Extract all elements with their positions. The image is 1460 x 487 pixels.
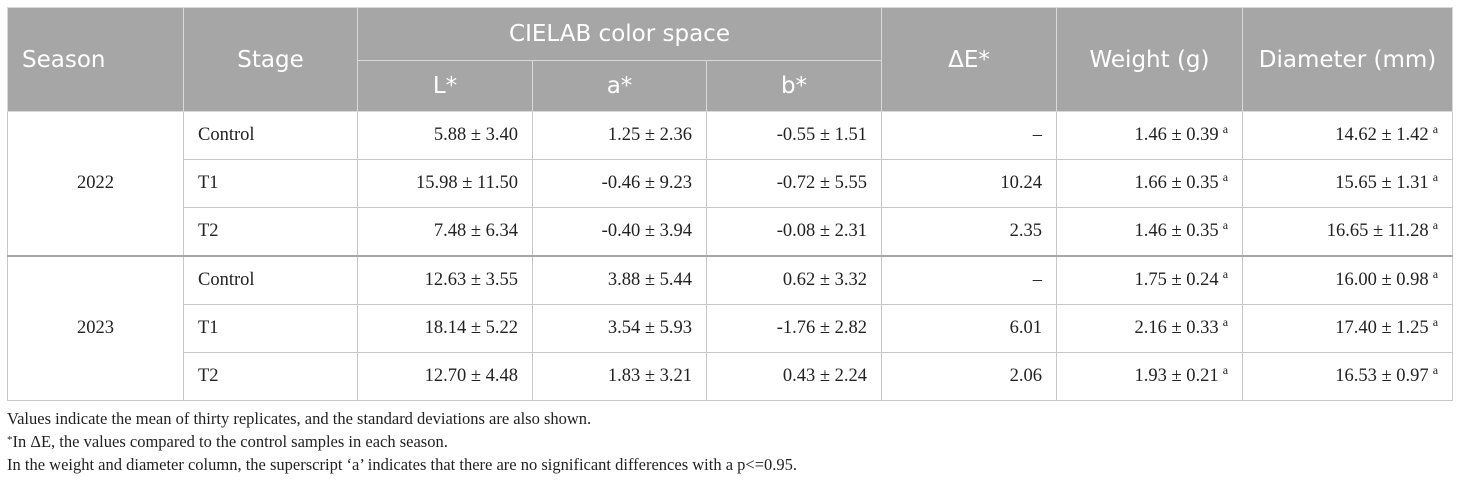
table-header: Season Stage CIELAB color space ΔE* Weig… (7, 7, 1454, 112)
delta-e-cell: – (881, 111, 1058, 160)
results-table: Season Stage CIELAB color space ΔE* Weig… (7, 7, 1454, 401)
delta-e-cell: 2.06 (881, 352, 1058, 401)
weight-cell: 1.46 ± 0.39 a (1056, 111, 1244, 160)
weight-superscript: a (1222, 267, 1229, 281)
stage-cell: T2 (183, 207, 358, 257)
diameter-cell: 14.62 ± 1.42 a (1242, 111, 1454, 160)
diameter-value: 16.53 ± 0.97 (1335, 366, 1429, 386)
footnote-mean: Values indicate the mean of thirty repli… (7, 409, 592, 428)
diameter-value: 14.62 ± 1.42 (1335, 125, 1429, 145)
header-l: L* (357, 60, 533, 112)
table-body: 2022 Control 5.88 ± 3.40 1.25 ± 2.36 -0.… (7, 111, 1454, 401)
b-cell: -0.08 ± 2.31 (705, 207, 883, 257)
diameter-cell: 17.40 ± 1.25 a (1242, 304, 1454, 353)
b-cell: -0.72 ± 5.55 (705, 159, 883, 208)
header-b: b* (705, 60, 883, 112)
footnote-star: * (7, 434, 13, 446)
b-cell: -0.55 ± 1.51 (705, 111, 883, 160)
weight-superscript: a (1222, 122, 1229, 136)
footnote-delta-e: *In ΔE, the values compared to the contr… (7, 430, 1452, 453)
diameter-superscript: a (1432, 363, 1439, 377)
stage-cell: T2 (183, 352, 358, 401)
diameter-value: 15.65 ± 1.31 (1335, 173, 1429, 193)
diameter-cell: 16.00 ± 0.98 a (1242, 255, 1454, 305)
table-row: T1 18.14 ± 5.22 3.54 ± 5.93 -1.76 ± 2.82… (8, 304, 1454, 353)
weight-cell: 2.16 ± 0.33 a (1056, 304, 1244, 353)
table-footnotes: Values indicate the mean of thirty repli… (7, 407, 1452, 476)
weight-value: 1.46 ± 0.39 (1134, 125, 1219, 145)
delta-e-cell: 6.01 (881, 304, 1058, 353)
b-cell: 0.43 ± 2.24 (705, 352, 883, 401)
diameter-cell: 16.65 ± 11.28 a (1242, 207, 1454, 257)
season-cell: 2023 (7, 255, 184, 401)
weight-cell: 1.93 ± 0.21 a (1056, 352, 1244, 401)
a-cell: 3.88 ± 5.44 (532, 255, 707, 305)
header-a: a* (532, 60, 707, 112)
a-cell: -0.40 ± 3.94 (532, 207, 707, 257)
l-cell: 12.70 ± 4.48 (357, 352, 533, 401)
footnote-delta-e-text: In ΔE, the values compared to the contro… (12, 432, 448, 451)
b-cell: 0.62 ± 3.32 (705, 255, 883, 305)
diameter-superscript: a (1432, 315, 1439, 329)
diameter-superscript: a (1432, 267, 1439, 281)
delta-e-cell: – (881, 255, 1058, 305)
weight-superscript: a (1222, 170, 1229, 184)
footnote-superscript: In the weight and diameter column, the s… (7, 455, 798, 474)
weight-value: 1.66 ± 0.35 (1134, 173, 1219, 193)
a-cell: 1.83 ± 3.21 (532, 352, 707, 401)
diameter-superscript: a (1432, 170, 1439, 184)
l-cell: 12.63 ± 3.55 (357, 255, 533, 305)
diameter-superscript: a (1432, 218, 1439, 232)
header-cielab: CIELAB color space (356, 7, 883, 61)
a-cell: -0.46 ± 9.23 (532, 159, 707, 208)
stage-cell: Control (183, 255, 358, 305)
weight-superscript: a (1222, 315, 1229, 329)
weight-cell: 1.66 ± 0.35 a (1056, 159, 1244, 208)
weight-cell: 1.46 ± 0.35 a (1056, 207, 1244, 257)
a-cell: 1.25 ± 2.36 (532, 111, 707, 160)
diameter-value: 16.00 ± 0.98 (1335, 270, 1429, 290)
l-cell: 18.14 ± 5.22 (357, 304, 533, 353)
stage-cell: Control (183, 111, 358, 160)
weight-value: 1.46 ± 0.35 (1134, 221, 1219, 241)
season-cell: 2022 (7, 111, 184, 257)
header-delta-e: ΔE* (881, 7, 1058, 112)
table-row: T2 7.48 ± 6.34 -0.40 ± 3.94 -0.08 ± 2.31… (8, 207, 1454, 257)
header-weight: Weight (g) (1056, 7, 1244, 112)
delta-e-cell: 10.24 (881, 159, 1058, 208)
l-cell: 15.98 ± 11.50 (357, 159, 533, 208)
table-row: T2 12.70 ± 4.48 1.83 ± 3.21 0.43 ± 2.24 … (8, 352, 1454, 401)
weight-cell: 1.75 ± 0.24 a (1056, 255, 1244, 305)
diameter-superscript: a (1432, 122, 1439, 136)
table-row: 2023 Control 12.63 ± 3.55 3.88 ± 5.44 0.… (7, 255, 1454, 401)
l-cell: 5.88 ± 3.40 (357, 111, 533, 160)
header-diameter: Diameter (mm) (1242, 7, 1454, 112)
stage-cell: T1 (183, 159, 358, 208)
data-table-container: Season Stage CIELAB color space ΔE* Weig… (7, 7, 1454, 401)
weight-superscript: a (1222, 218, 1229, 232)
weight-value: 1.93 ± 0.21 (1134, 366, 1219, 386)
diameter-value: 17.40 ± 1.25 (1335, 318, 1429, 338)
diameter-value: 16.65 ± 11.28 (1326, 221, 1429, 241)
delta-e-cell: 2.35 (881, 207, 1058, 257)
header-stage: Stage (183, 7, 358, 112)
table-row: T1 15.98 ± 11.50 -0.46 ± 9.23 -0.72 ± 5.… (8, 159, 1454, 208)
b-cell: -1.76 ± 2.82 (705, 304, 883, 353)
weight-value: 1.75 ± 0.24 (1134, 270, 1219, 290)
table-row: 2022 Control 5.88 ± 3.40 1.25 ± 2.36 -0.… (7, 111, 1454, 257)
diameter-cell: 16.53 ± 0.97 a (1242, 352, 1454, 401)
stage-cell: T1 (183, 304, 358, 353)
header-season: Season (7, 7, 184, 112)
weight-value: 2.16 ± 0.33 (1134, 318, 1219, 338)
l-cell: 7.48 ± 6.34 (357, 207, 533, 257)
diameter-cell: 15.65 ± 1.31 a (1242, 159, 1454, 208)
weight-superscript: a (1222, 363, 1229, 377)
a-cell: 3.54 ± 5.93 (532, 304, 707, 353)
